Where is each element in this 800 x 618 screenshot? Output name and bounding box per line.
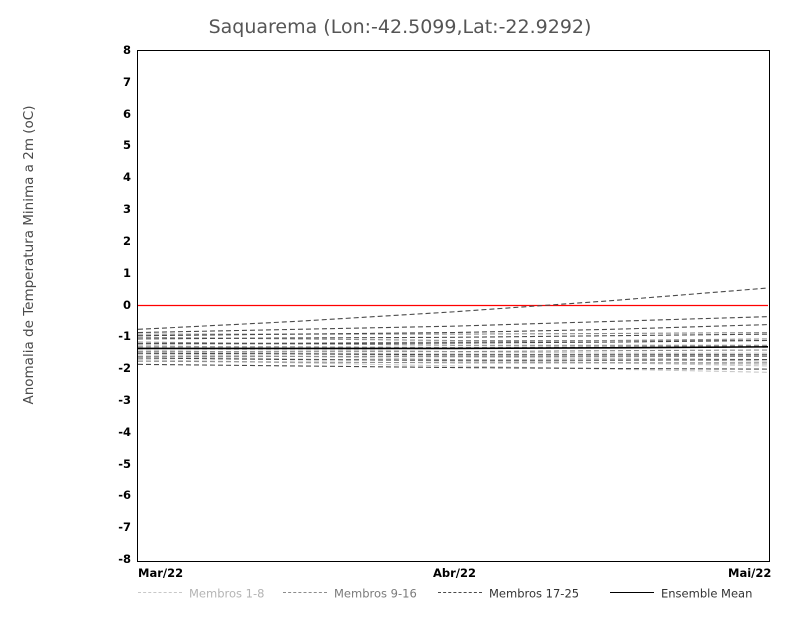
y-axis-tick: -4 (118, 424, 131, 439)
y-axis-tick: -8 (118, 552, 131, 566)
series-line (138, 349, 768, 353)
y-axis-tick: 3 (122, 202, 131, 217)
series-line (138, 345, 768, 349)
legend-item: Membros 9-16 (283, 586, 417, 602)
legend-item: Membros 17-25 (438, 586, 579, 602)
x-axis-tick: Abr/22 (433, 566, 477, 580)
y-axis-tick: -1 (118, 329, 131, 344)
legend-swatch (138, 592, 182, 593)
plot-svg (138, 287, 768, 373)
legend-label: Membros 1-8 (189, 586, 265, 601)
legend-swatch (283, 592, 327, 593)
series-line (138, 333, 768, 340)
chart-title: Saquarema (Lon:-42.5099,Lat:-22.9292) (208, 16, 592, 38)
y-axis-tick: -3 (118, 392, 131, 407)
series-line (138, 357, 768, 361)
series-line (138, 339, 768, 345)
legend-item: Membros 1-8 (138, 586, 264, 602)
plot-area (137, 50, 770, 562)
x-axis-tick: Mai/22 (728, 566, 772, 580)
y-axis-tick: 7 (122, 74, 131, 89)
series-line (138, 346, 768, 350)
legend-label: Membros 17-25 (489, 586, 580, 601)
legend-label: Ensemble Mean (661, 586, 753, 601)
y-axis-tick: -7 (118, 520, 131, 535)
y-axis-tick: -6 (118, 488, 131, 503)
series-line (138, 351, 768, 357)
series-line (138, 287, 768, 330)
chart-legend: Membros 1-8 Membros 9-16 Membros 17-25 Ense… (0, 586, 800, 606)
y-axis-tick: 4 (122, 170, 131, 185)
legend-label: Membros 9-16 (334, 586, 417, 601)
series-line (138, 352, 768, 356)
legend-swatch (610, 592, 654, 593)
y-axis-tick: 0 (122, 297, 131, 312)
series-line (138, 354, 768, 361)
legend-item: Ensemble Mean (610, 586, 752, 602)
x-axis-tick: Mar/22 (138, 566, 184, 580)
y-axis-tick: -5 (118, 456, 131, 471)
y-axis-tick: 8 (122, 43, 131, 57)
series-line (138, 363, 768, 370)
y-axis-tick: 2 (122, 233, 131, 248)
y-axis-tick: 5 (122, 138, 131, 153)
series-line (138, 316, 768, 334)
legend-swatch (438, 592, 482, 593)
y-axis-tick: 1 (122, 265, 131, 280)
series-line (138, 355, 768, 365)
series-line (138, 360, 768, 364)
y-axis-tick: 6 (122, 106, 131, 121)
series-line (138, 324, 768, 337)
y-axis-tick: -2 (118, 361, 131, 376)
